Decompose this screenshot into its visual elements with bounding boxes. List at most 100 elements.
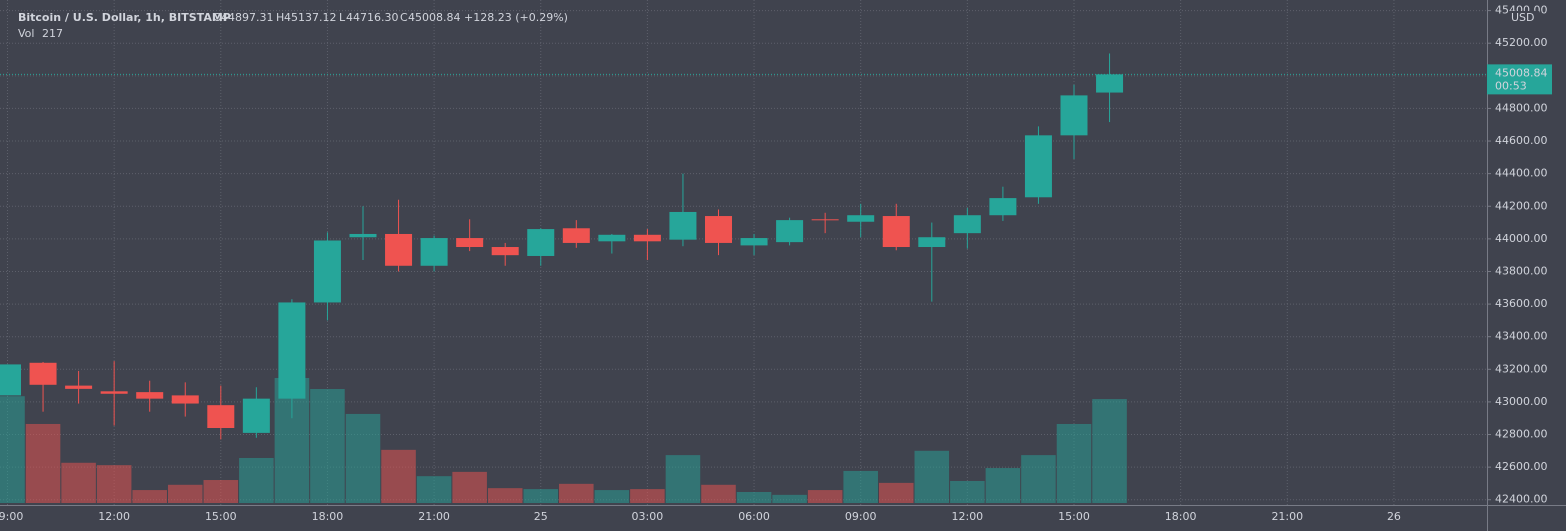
volume-bar <box>239 457 274 503</box>
symbol: Bitcoin / U.S. Dollar, 1h, BITSTAMP <box>18 11 231 24</box>
low-label: L <box>339 11 346 24</box>
candle-body <box>1060 95 1088 136</box>
volume-bar <box>381 449 416 503</box>
y-tick-label: 43600.00 <box>1495 297 1548 310</box>
volume-bar <box>1092 399 1127 503</box>
volume-bar <box>523 489 559 503</box>
y-tick-label: 44200.00 <box>1495 199 1548 212</box>
volume-bar <box>807 490 843 503</box>
x-tick-label: 15:00 <box>1058 510 1090 523</box>
candle-body <box>989 198 1017 216</box>
candle-body <box>1096 74 1124 93</box>
candle-body <box>1024 135 1052 198</box>
y-tick-label: 42400.00 <box>1495 493 1548 506</box>
candle-body <box>598 234 626 242</box>
y-tick-label: 43400.00 <box>1495 330 1548 343</box>
close-label: C <box>400 11 408 24</box>
volume-bar <box>25 423 61 503</box>
candle-body <box>918 237 946 248</box>
y-tick-label: 42600.00 <box>1495 460 1548 473</box>
volume-bar <box>416 476 452 503</box>
candle-body <box>420 238 448 266</box>
volume-label: Vol <box>18 27 34 40</box>
candle-body <box>207 405 235 428</box>
volume-bar <box>950 480 985 503</box>
candle-body <box>669 211 697 240</box>
candle-body <box>136 392 164 399</box>
volume-bar <box>559 483 594 503</box>
volume-bar <box>594 490 630 503</box>
x-tick-label: 06:00 <box>738 510 770 523</box>
candle-body <box>456 238 484 248</box>
open-value: 44897.31 <box>221 11 274 24</box>
volume-bar <box>487 488 523 503</box>
volume-bar <box>61 462 96 503</box>
volume-bar <box>736 491 772 503</box>
candle-body <box>847 215 875 222</box>
x-tick-label: 09:00 <box>0 510 23 523</box>
y-tick-label: 44000.00 <box>1495 232 1548 245</box>
volume-bar <box>985 468 1021 503</box>
candle-body <box>278 302 306 399</box>
volume-bar <box>0 396 25 503</box>
x-tick-label: 12:00 <box>951 510 983 523</box>
volume-bar <box>96 465 132 503</box>
volume-bar <box>132 490 167 503</box>
volume-value: 217 <box>42 27 63 40</box>
candle-body <box>242 398 270 433</box>
currency: USD <box>1511 11 1535 24</box>
volume-bar <box>452 471 487 503</box>
candle-body <box>882 216 910 248</box>
open-label: O <box>213 11 222 24</box>
y-tick-label: 43000.00 <box>1495 395 1548 408</box>
x-tick-label: 09:00 <box>845 510 877 523</box>
candle-body <box>491 247 519 256</box>
candle-body <box>100 391 128 394</box>
candle-body <box>171 395 199 404</box>
change: +128.23 (+0.29%) <box>464 11 568 24</box>
candle-body <box>776 220 804 243</box>
volume-bar <box>203 480 239 503</box>
candle-body <box>562 228 590 243</box>
plot-area <box>0 0 1487 505</box>
close-value: 45008.84 <box>408 11 461 24</box>
x-tick-label: 21:00 <box>418 510 450 523</box>
volume-bar <box>630 489 665 503</box>
currency-bg <box>1509 11 1539 25</box>
volume-bar <box>843 470 878 503</box>
candle-body <box>349 233 377 238</box>
y-tick-label: 43200.00 <box>1495 362 1548 375</box>
x-tick-label: 18:00 <box>1165 510 1197 523</box>
x-tick-label: 12:00 <box>98 510 130 523</box>
x-tick-label: 15:00 <box>205 510 237 523</box>
volume-bar <box>914 450 950 503</box>
candle-body <box>705 216 732 243</box>
countdown: 00:53 <box>1495 79 1527 92</box>
price-tag <box>1487 64 1552 95</box>
volume-bar <box>1021 455 1056 503</box>
price-tag-value: 45008.84 <box>1495 66 1548 79</box>
volume-bar <box>701 484 736 503</box>
volume-bar <box>345 413 381 503</box>
x-tick-label: 25 <box>534 510 548 523</box>
x-tick-label: 18:00 <box>312 510 344 523</box>
y-tick-label: 44400.00 <box>1495 167 1548 180</box>
candle-body <box>313 240 341 303</box>
candle-body <box>633 234 661 242</box>
volume-bar <box>1056 423 1092 503</box>
candle-body <box>527 229 555 256</box>
x-tick-label: 26 <box>1387 510 1401 523</box>
candle-body <box>0 364 21 396</box>
volume-bar <box>665 455 701 503</box>
low-value: 44716.30 <box>346 11 399 24</box>
candle-body <box>740 238 768 246</box>
x-tick-label: 03:00 <box>632 510 664 523</box>
x-tick-label: 21:00 <box>1271 510 1303 523</box>
y-tick-label: 45200.00 <box>1495 36 1548 49</box>
y-tick-label: 44600.00 <box>1495 134 1548 147</box>
candle-body <box>385 233 413 266</box>
high-value: 45137.12 <box>284 11 337 24</box>
high-label: H <box>276 11 284 24</box>
